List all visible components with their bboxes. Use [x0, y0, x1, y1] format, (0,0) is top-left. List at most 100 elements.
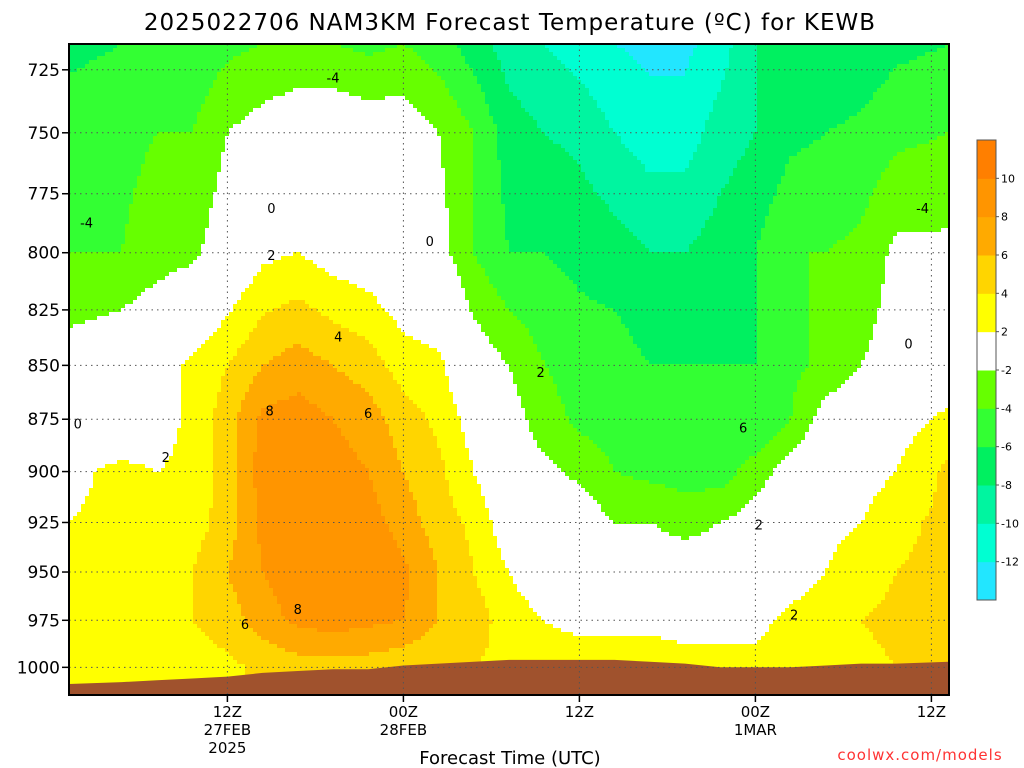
heatmap-cell: [73, 504, 78, 509]
heatmap-cell: [81, 132, 86, 137]
heatmap-cell: [81, 48, 86, 53]
heatmap-cell: [85, 280, 90, 285]
heatmap-cell: [89, 368, 94, 373]
heatmap-cell: [73, 648, 78, 653]
heatmap-cell: [77, 192, 82, 197]
heatmap-cell: [77, 572, 82, 577]
heatmap-cell: [89, 164, 94, 169]
heatmap-cell: [89, 56, 94, 61]
heatmap-cell: [85, 152, 90, 157]
heatmap-cell: [73, 188, 78, 193]
heatmap-cell: [85, 196, 90, 201]
heatmap-cell: [73, 644, 78, 649]
heatmap-cell: [73, 344, 78, 349]
heatmap-cell: [89, 248, 94, 253]
heatmap-cell: [77, 200, 82, 205]
heatmap-cell: [77, 524, 82, 529]
heatmap-cell: [89, 580, 94, 585]
heatmap-cell: [81, 188, 86, 193]
heatmap-cell: [81, 396, 86, 401]
heatmap-cell: [81, 148, 86, 153]
heatmap-cell: [73, 628, 78, 633]
heatmap-cell: [77, 652, 82, 657]
heatmap-cell: [77, 456, 82, 461]
heatmap-cell: [77, 296, 82, 301]
heatmap-cell: [73, 340, 78, 345]
heatmap-cell: [81, 100, 86, 105]
heatmap-cell: [85, 404, 90, 409]
heatmap-cell: [89, 420, 94, 425]
heatmap-cell: [77, 536, 82, 541]
heatmap-cell: [77, 552, 82, 557]
heatmap-cell: [85, 668, 90, 673]
heatmap-cell: [73, 488, 78, 493]
heatmap-cell: [89, 584, 94, 589]
heatmap-cell: [89, 152, 94, 157]
heatmap-cell: [81, 484, 86, 489]
heatmap-cell: [77, 140, 82, 145]
heatmap-cell: [89, 412, 94, 417]
heatmap-cell: [81, 460, 86, 465]
heatmap-cell: [81, 552, 86, 557]
heatmap-cell: [89, 564, 94, 569]
heatmap-cell: [81, 456, 86, 461]
heatmap-cell: [77, 372, 82, 377]
heatmap-cell: [89, 492, 94, 497]
heatmap-cell: [77, 332, 82, 337]
heatmap-cell: [77, 260, 82, 265]
heatmap-cell: [77, 208, 82, 213]
heatmap-cell: [73, 100, 78, 105]
heatmap-cell: [89, 560, 94, 565]
heatmap-cell: [81, 304, 86, 309]
heatmap-cell: [89, 356, 94, 361]
heatmap-cell: [81, 184, 86, 189]
heatmap-cell: [85, 264, 90, 269]
heatmap-cell: [89, 376, 94, 381]
heatmap-cell: [77, 80, 82, 85]
heatmap-cell: [81, 588, 86, 593]
heatmap-cell: [89, 504, 94, 509]
heatmap-cell: [81, 64, 86, 69]
heatmap-cell: [81, 464, 86, 469]
heatmap-cell: [89, 64, 94, 69]
heatmap-cell: [85, 52, 90, 57]
heatmap-cell: [77, 240, 82, 245]
heatmap-cell: [81, 284, 86, 289]
heatmap-cell: [81, 112, 86, 117]
heatmap-cell: [85, 340, 90, 345]
heatmap-cell: [85, 656, 90, 661]
heatmap-cell: [81, 652, 86, 657]
heatmap-cell: [77, 64, 82, 69]
heatmap-cell: [73, 584, 78, 589]
heatmap-cell: [77, 264, 82, 269]
heatmap-cell: [77, 408, 82, 413]
heatmap-cell: [81, 264, 86, 269]
heatmap-cell: [85, 124, 90, 129]
heatmap-cell: [81, 432, 86, 437]
heatmap-cell: [73, 676, 78, 681]
heatmap-cell: [81, 344, 86, 349]
heatmap-cell: [77, 88, 82, 93]
heatmap-cell: [89, 84, 94, 89]
heatmap-cell: [89, 500, 94, 505]
heatmap-cell: [73, 192, 78, 197]
heatmap-cell: [73, 128, 78, 133]
heatmap-cell: [89, 188, 94, 193]
heatmap-cell: [73, 208, 78, 213]
heatmap-cell: [85, 624, 90, 629]
heatmap-cell: [73, 276, 78, 281]
heatmap-cell: [73, 332, 78, 337]
heatmap-cell: [77, 96, 82, 101]
heatmap-cell: [73, 396, 78, 401]
heatmap-cell: [89, 348, 94, 353]
heatmap-cell: [89, 396, 94, 401]
heatmap-cell: [85, 352, 90, 357]
heatmap-cell: [73, 64, 78, 69]
heatmap-cell: [77, 396, 82, 401]
heatmap-cell: [73, 376, 78, 381]
heatmap-cell: [81, 384, 86, 389]
heatmap-cell: [85, 440, 90, 445]
heatmap-cell: [81, 400, 86, 405]
heatmap-cell: [73, 348, 78, 353]
heatmap-cell: [77, 476, 82, 481]
